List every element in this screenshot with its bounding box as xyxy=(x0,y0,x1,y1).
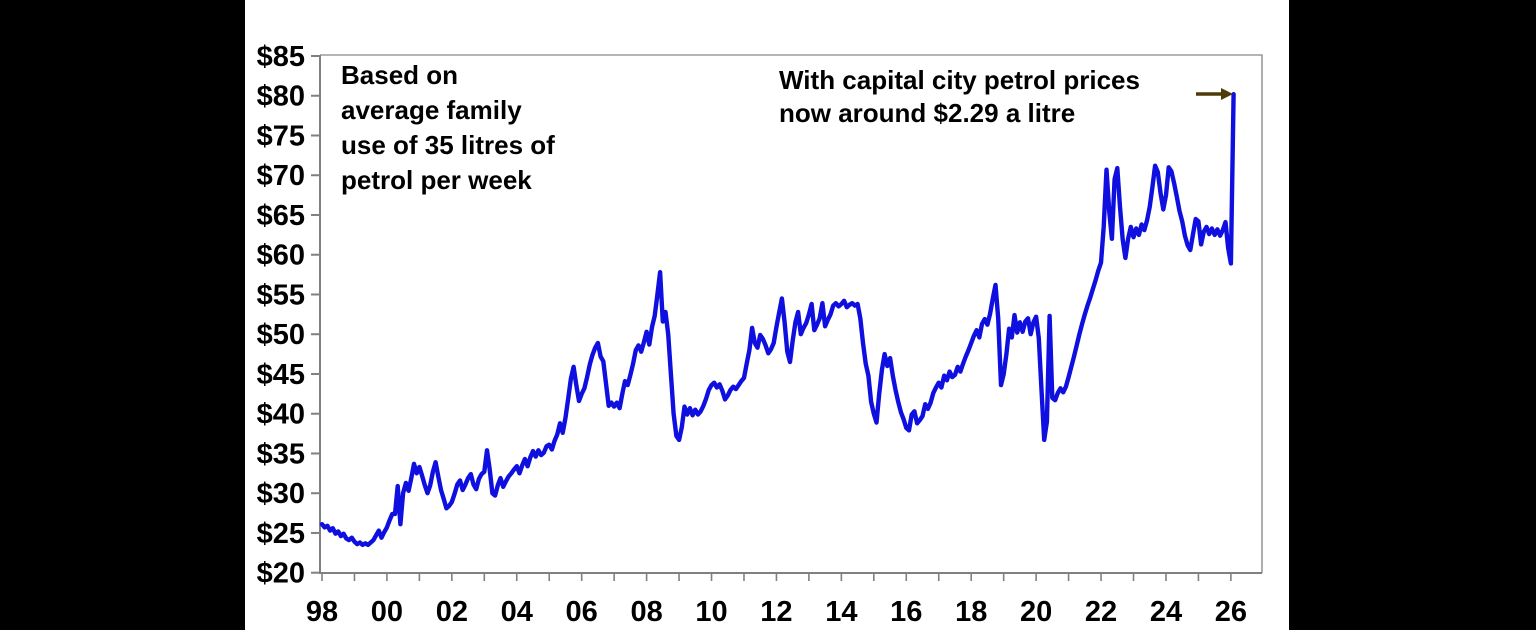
x-axis-tick-label: 08 xyxy=(630,596,662,628)
annotation-basis-line3: use of 35 litres of xyxy=(341,130,555,160)
x-axis-tick-label: 26 xyxy=(1215,596,1247,628)
annotation-current-price-line1: With capital city petrol prices xyxy=(779,65,1140,95)
right-arrow-icon-head xyxy=(1221,88,1233,100)
annotation-basis-line1: Based on xyxy=(341,60,459,90)
y-axis-tick-label: $85 xyxy=(257,41,305,73)
annotation-current-price-line2: now around $2.29 a litre xyxy=(779,98,1076,128)
x-axis-tick-label: 16 xyxy=(890,596,922,628)
y-axis-tick-label: $45 xyxy=(257,359,305,391)
x-axis-tick-label: 06 xyxy=(566,596,598,628)
y-axis-tick-label: $55 xyxy=(257,279,305,311)
y-axis-tick-label: $75 xyxy=(257,120,305,152)
annotation-basis-line4: petrol per week xyxy=(341,165,532,195)
y-axis-tick-label: $60 xyxy=(257,240,305,272)
x-axis-tick-label: 14 xyxy=(825,596,857,628)
x-axis-tick-label: 12 xyxy=(760,596,792,628)
x-axis-tick-label: 02 xyxy=(436,596,468,628)
annotation-current-price: With capital city petrol prices now arou… xyxy=(779,64,1140,130)
x-axis-tick-label: 24 xyxy=(1150,596,1182,628)
y-axis-tick-label: $30 xyxy=(257,478,305,510)
y-axis-tick-label: $50 xyxy=(257,319,305,351)
petrol-cost-series-line xyxy=(319,91,1236,548)
plot-border xyxy=(320,54,1263,573)
x-axis-tick-label: 20 xyxy=(1020,596,1052,628)
y-axis-tick-label: $25 xyxy=(257,518,305,550)
y-axis-tick-label: $35 xyxy=(257,438,305,470)
y-axis-tick-label: $20 xyxy=(257,558,305,590)
x-axis-tick-label: 00 xyxy=(371,596,403,628)
y-axis-tick-label: $40 xyxy=(257,399,305,431)
x-axis-tick-label: 18 xyxy=(955,596,987,628)
annotation-basis-line2: average family xyxy=(341,95,522,125)
y-axis-tick-label: $70 xyxy=(257,160,305,192)
x-axis-tick-label: 10 xyxy=(695,596,727,628)
x-axis-tick-label: 04 xyxy=(501,596,533,628)
y-axis-tick-label: $65 xyxy=(257,200,305,232)
chart-canvas xyxy=(245,0,1289,630)
x-axis-tick-label: 98 xyxy=(306,596,338,628)
x-axis-tick-label: 22 xyxy=(1085,596,1117,628)
annotation-basis: Based on average family use of 35 litres… xyxy=(341,58,555,198)
y-axis-tick-label: $80 xyxy=(257,81,305,113)
